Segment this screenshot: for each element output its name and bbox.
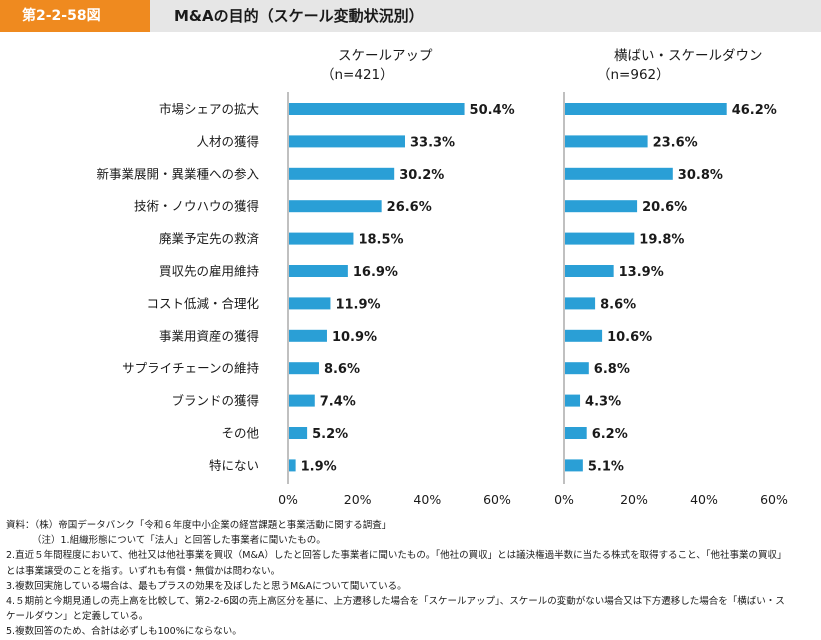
category-label: 特にない [209, 458, 259, 473]
value-label: 1.9% [301, 459, 337, 474]
figure-number: 第2-2-58図 [0, 0, 150, 32]
value-label: 20.6% [642, 200, 687, 215]
value-label: 33.3% [410, 135, 455, 150]
bar [565, 200, 638, 213]
bar [289, 135, 405, 148]
panel-subtitle: （n=421） [321, 67, 394, 83]
value-label: 5.2% [312, 427, 348, 442]
bar [565, 265, 614, 277]
bar [565, 459, 583, 472]
panel-title: スケールアップ [338, 48, 433, 64]
category-label: 市場シェアの拡大 [159, 102, 259, 117]
value-label: 18.5% [358, 233, 403, 248]
bar [565, 394, 581, 407]
bar [565, 232, 635, 245]
figure-title: M&Aの目的（スケール変動状況別） [174, 7, 424, 25]
x-tick-label: 60% [760, 492, 788, 507]
value-label: 7.4% [320, 395, 356, 410]
category-label: 廃業予定先の救済 [159, 231, 260, 246]
bar [289, 459, 296, 472]
category-label: 人材の獲得 [196, 134, 259, 149]
bar [565, 103, 727, 115]
x-tick-label: 60% [483, 492, 511, 507]
bar [289, 394, 315, 407]
bar [565, 297, 596, 310]
bar [289, 200, 382, 213]
bar [289, 232, 354, 245]
value-label: 8.6% [600, 297, 636, 312]
value-label: 4.3% [585, 395, 621, 410]
value-label: 10.9% [332, 330, 377, 345]
category-label: 事業用資産の獲得 [159, 328, 259, 343]
header-bar: 第2-2-58図 M&Aの目的（スケール変動状況別） [0, 0, 821, 32]
value-label: 6.8% [594, 362, 630, 377]
x-tick-label: 0% [554, 492, 574, 507]
note-5: 5.複数回答のため、合計は必ずしも100%にならない。 [6, 626, 242, 638]
value-label: 30.2% [399, 168, 444, 183]
value-label: 11.9% [335, 297, 380, 312]
x-tick-label: 20% [620, 492, 648, 507]
bar [289, 167, 395, 180]
category-label: コスト低減・合理化 [146, 296, 259, 311]
category-label: 買収先の雇用維持 [159, 264, 259, 279]
bar [565, 427, 587, 439]
value-label: 30.8% [678, 168, 723, 183]
source-note: 資料：（株）帝国データバンク「令和６年度中小企業の経営課題と事業活動に関する調査… [6, 520, 392, 531]
bar [289, 427, 308, 439]
bar [565, 329, 603, 342]
x-tick-label: 40% [413, 492, 441, 507]
panel-subtitle: （n=962） [597, 67, 670, 83]
value-label: 16.9% [353, 265, 398, 280]
bar [289, 329, 327, 342]
value-label: 23.6% [653, 135, 698, 150]
value-label: 13.9% [619, 265, 664, 280]
category-label: ブランドの獲得 [171, 393, 259, 408]
value-label: 8.6% [324, 362, 360, 377]
panel-title: 横ばい・スケールダウン [614, 48, 763, 64]
bar [565, 135, 648, 148]
x-tick-label: 20% [344, 492, 372, 507]
bar [289, 297, 331, 310]
bar [289, 265, 348, 277]
value-label: 50.4% [470, 103, 515, 118]
bar-chart: 市場シェアの拡大人材の獲得新事業展開・異業種への参入技術・ノウハウの獲得廃業予定… [96, 48, 788, 507]
category-label: サプライチェーンの維持 [122, 361, 259, 376]
x-tick-label: 0% [278, 492, 298, 507]
notes: 資料：（株）帝国データバンク「令和６年度中小企業の経営課題と事業活動に関する調査… [6, 518, 818, 640]
value-label: 6.2% [592, 427, 628, 442]
value-label: 46.2% [732, 103, 777, 118]
value-label: 26.6% [387, 200, 432, 215]
note-3: 3.複数回実施している場合は、最もプラスの効果を及ぼしたと思うM&Aについて聞い… [6, 580, 407, 592]
value-label: 10.6% [607, 330, 652, 345]
value-label: 19.8% [639, 233, 684, 248]
bar [565, 167, 673, 180]
note-2: 2.直近５年間程度において、他社又は他社事業を買収（M&A）したと回答した事業者… [6, 550, 782, 577]
note-4: 4.５期前と今期見通しの売上高を比較して、第2-2-6図の売上高区分を基に、上方… [6, 596, 785, 623]
bar [289, 103, 465, 115]
note-1: （注）1.組織形態について「法人」と回答した事業者に聞いたもの。 [32, 535, 326, 547]
category-label: 新事業展開・異業種への参入 [96, 166, 259, 181]
x-tick-label: 40% [690, 492, 718, 507]
category-label: その他 [221, 426, 259, 441]
bar [289, 362, 319, 375]
value-label: 5.1% [588, 459, 624, 474]
category-label: 技術・ノウハウの獲得 [134, 199, 259, 214]
bar [565, 362, 589, 375]
